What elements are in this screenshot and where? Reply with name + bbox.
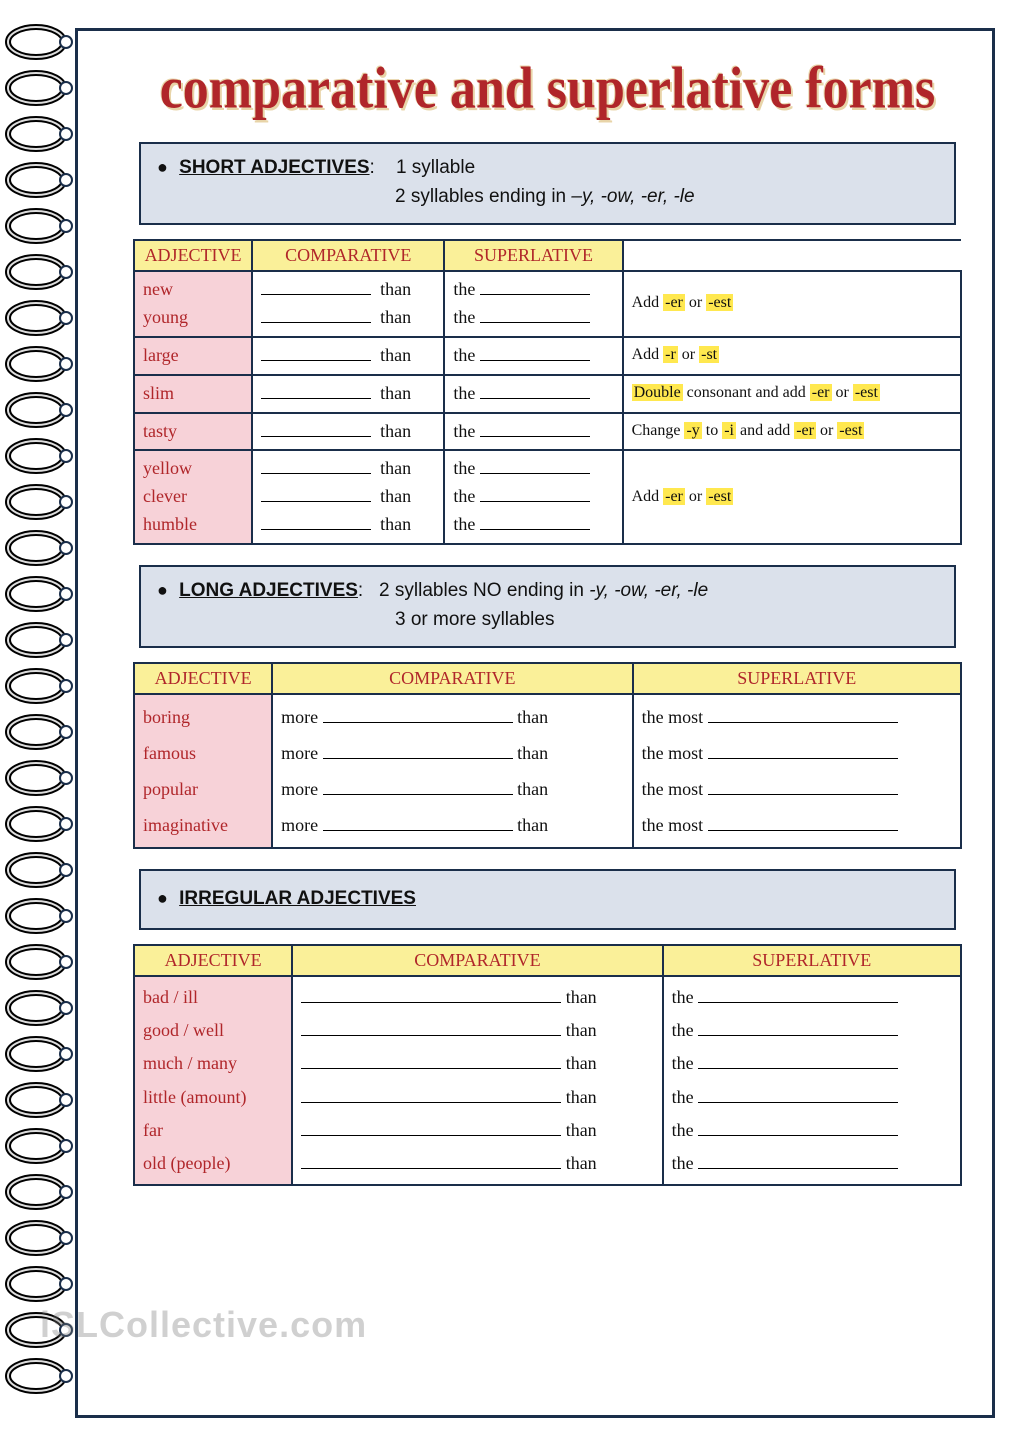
adjective-cell: large (134, 337, 252, 375)
superlative-cell[interactable]: the (444, 413, 622, 451)
binding-ring (4, 756, 82, 798)
comparative-cell[interactable]: than (252, 337, 444, 375)
binding-ring (4, 112, 82, 154)
binding-ring (4, 940, 82, 982)
binding-ring (4, 66, 82, 108)
page-title: comparative and superlative forms (133, 55, 962, 123)
binding-ring (4, 1124, 82, 1166)
binding-ring (4, 526, 82, 568)
short-adjectives-table: ADJECTIVECOMPARATIVESUPERLATIVEnewyoung … (133, 239, 962, 545)
th-rule-blank (623, 240, 961, 271)
binding-ring (4, 618, 82, 660)
superlative-cell[interactable]: the the the (444, 450, 622, 544)
binding-ring (4, 434, 82, 476)
superlative-cell[interactable]: the (444, 375, 622, 413)
binding-ring (4, 664, 82, 706)
binding-ring (4, 1078, 82, 1120)
rule-cell: Add -er or -est (623, 271, 961, 337)
long-adjectives-table: ADJECTIVECOMPARATIVESUPERLATIVE boringfam… (133, 662, 962, 849)
superlative-cell[interactable]: the the (444, 271, 622, 337)
adjective-cell: tasty (134, 413, 252, 451)
rule-cell: Double consonant and add -er or -est (623, 375, 961, 413)
th-superlative: SUPERLATIVE (633, 663, 961, 694)
page-frame: comparative and superlative forms ● SHOR… (75, 28, 995, 1418)
short-desc1: 1 syllable (396, 157, 475, 178)
rule-cell: Add -r or -st (623, 337, 961, 375)
long-desc1-prefix: 2 syllables NO ending in (379, 580, 589, 601)
short-desc2-italic: –y, -ow, -er, -le (571, 186, 694, 207)
irregular-adjectives-table: ADJECTIVECOMPARATIVESUPERLATIVE bad / ill… (133, 944, 962, 1187)
short-label: SHORT ADJECTIVES (179, 157, 369, 178)
adjective-cell: slim (134, 375, 252, 413)
long-desc1-italic: -y, -ow, -er, -le (589, 580, 708, 601)
binding-ring (4, 894, 82, 936)
binding-ring (4, 342, 82, 384)
comparative-cell[interactable]: than than (252, 271, 444, 337)
binding-ring (4, 986, 82, 1028)
irregular-adjectives-header: ● IRREGULAR ADJECTIVES (139, 869, 956, 930)
binding-ring (4, 388, 82, 430)
binding-ring (4, 572, 82, 614)
bullet-icon: ● (157, 580, 168, 600)
th-adjective: ADJECTIVE (134, 240, 252, 271)
binding-ring (4, 296, 82, 338)
long-label: LONG ADJECTIVES (179, 580, 358, 601)
binding-ring (4, 480, 82, 522)
th-superlative: SUPERLATIVE (663, 945, 961, 976)
th-adjective: ADJECTIVE (134, 945, 292, 976)
th-comparative: COMPARATIVE (292, 945, 662, 976)
long-desc2: 3 or more syllables (395, 609, 554, 630)
th-comparative: COMPARATIVE (252, 240, 444, 271)
binding-ring (4, 204, 82, 246)
binding-ring (4, 158, 82, 200)
adjective-cell: yellowcleverhumble (134, 450, 252, 544)
short-adjectives-header: ● SHORT ADJECTIVES: 1 syllable 2 syllabl… (139, 142, 956, 225)
binding-ring (4, 1262, 82, 1304)
adjective-cell: bad / illgood / wellmuch / manylittle (a… (134, 976, 292, 1186)
adjective-cell: newyoung (134, 271, 252, 337)
binding-ring (4, 1308, 82, 1350)
binding-ring (4, 1216, 82, 1258)
th-superlative: SUPERLATIVE (444, 240, 622, 271)
rule-cell: Change -y to -i and add -er or -est (623, 413, 961, 451)
binding-ring (4, 250, 82, 292)
short-desc2-prefix: 2 syllables ending in (395, 186, 571, 207)
binding-ring (4, 848, 82, 890)
comparative-cell[interactable]: more thanmore thanmore thanmore than (272, 694, 632, 848)
comparative-cell[interactable]: than (252, 375, 444, 413)
worksheet-page: comparative and superlative forms ● SHOR… (0, 0, 1018, 1440)
superlative-cell[interactable]: the (444, 337, 622, 375)
th-comparative: COMPARATIVE (272, 663, 632, 694)
binding-ring (4, 1170, 82, 1212)
binding-ring (4, 1032, 82, 1074)
long-adjectives-header: ● LONG ADJECTIVES: 2 syllables NO ending… (139, 565, 956, 648)
content-area: comparative and superlative forms ● SHOR… (78, 31, 992, 1226)
comparative-cell[interactable]: than than than (252, 450, 444, 544)
comparative-cell[interactable]: than than than than than than (292, 976, 662, 1186)
bullet-icon: ● (157, 888, 168, 908)
rule-cell: Add -er or -est (623, 450, 961, 544)
superlative-cell[interactable]: the the the the the the (663, 976, 961, 1186)
binding-ring (4, 1354, 82, 1396)
binding-ring (4, 20, 82, 62)
th-adjective: ADJECTIVE (134, 663, 272, 694)
binding-ring (4, 710, 82, 752)
irregular-label: IRREGULAR ADJECTIVES (179, 888, 416, 909)
adjective-cell: boringfamouspopularimaginative (134, 694, 272, 848)
spiral-binding (0, 20, 90, 1420)
binding-ring (4, 802, 82, 844)
superlative-cell[interactable]: the most the most the most the most (633, 694, 961, 848)
comparative-cell[interactable]: than (252, 413, 444, 451)
bullet-icon: ● (157, 157, 168, 177)
